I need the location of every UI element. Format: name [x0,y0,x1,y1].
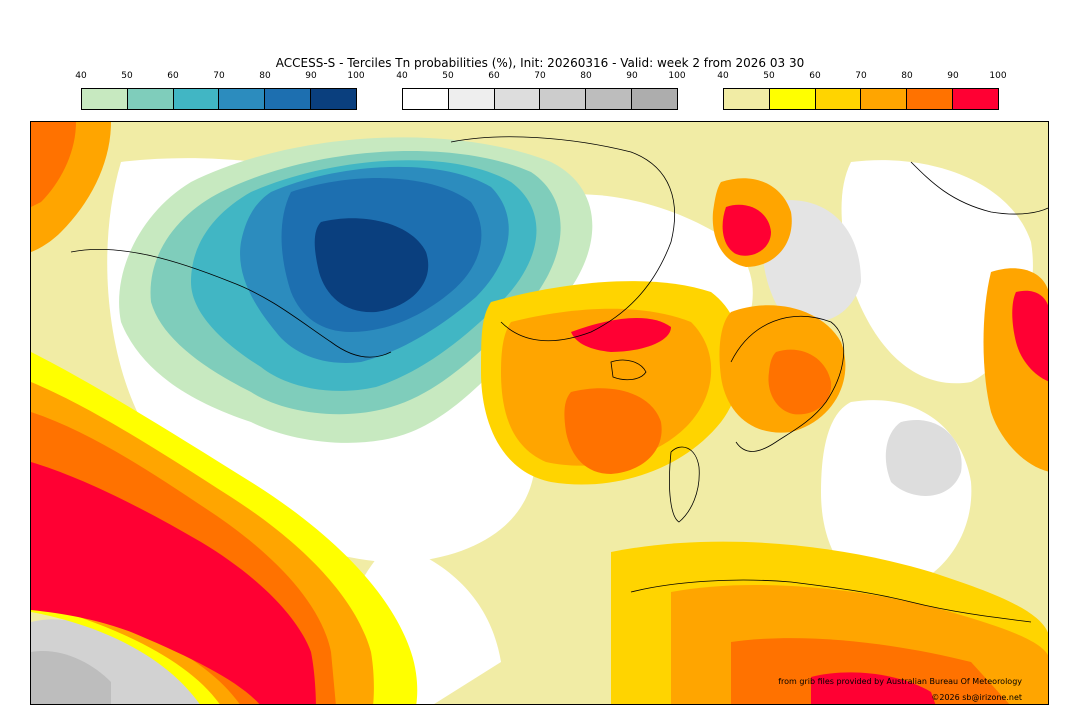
colorbar-swatch [539,89,586,109]
colorbar-tick: 40 [75,71,87,81]
colorbar-tick: 50 [442,71,454,81]
colorbar-swatch [814,89,861,109]
grey-zone-russia [885,420,962,496]
colorbar-swatch [126,89,173,109]
coastline-mediterranean [630,579,1032,623]
colorbar-tick: 40 [717,71,729,81]
colorbar-swatch [585,89,632,109]
colorbar-tick: 100 [989,71,1007,81]
warm-zone-med-90 [811,672,936,704]
probability-map: from grib files provided by Australian B… [30,121,1049,705]
colorbar-swatch [172,89,219,109]
coastlines [70,136,1048,623]
colorbar-tick: 70 [534,71,546,81]
colorbar-tick: 80 [580,71,592,81]
colorbar-swatch [218,89,265,109]
coastline-canada [70,249,392,358]
colorbar-swatch [860,89,907,109]
colorbar-swatch [631,89,677,109]
coastline-iceland [610,359,647,381]
colorbar-swatch [447,89,494,109]
colorbar-tick: 80 [259,71,271,81]
grey-zone-southwest-dark [31,651,111,704]
map-canvas [31,122,1048,704]
warm-zone-atlantic-80 [564,388,662,474]
warm-zone-alaska-80 [31,122,76,207]
colorbar-tick: 90 [626,71,638,81]
warm-zone-med-80 [731,638,1010,704]
colorbar-tick: 90 [947,71,959,81]
colorbar-tick: 50 [763,71,775,81]
colorbar-tick: 100 [668,71,686,81]
colorbar-swatch [403,89,448,109]
colorbar-tick: 60 [809,71,821,81]
colorbar-swatch [264,89,311,109]
source-credit: from grib files provided by Australian B… [778,677,1022,686]
colorbar-tick: 70 [213,71,225,81]
map-title: ACCESS-S - Terciles Tn probabilities (%)… [275,56,805,70]
coastline-greenland [450,136,675,342]
colorbar-tick: 70 [855,71,867,81]
colorbar-swatch [724,89,769,109]
colorbar-tick: 60 [488,71,500,81]
colorbar-near-normal-bar [402,88,678,110]
colorbar-swatch [952,89,998,109]
coastline-scandinavia [730,315,845,452]
colorbar-tick: 80 [901,71,913,81]
cool-zone-90 [314,218,429,313]
colorbar-swatch [82,89,127,109]
colorbar-tick: 60 [167,71,179,81]
coastline-britain [669,446,700,523]
colorbar-tick: 100 [347,71,365,81]
colorbar-swatch [768,89,815,109]
warm-zone-iceland-90 [571,317,671,352]
coastline-arctic-russia [910,161,1048,215]
colorbar-below-normal-bar [81,88,357,110]
warm-zone-urals-90 [1012,290,1048,382]
warm-zone-subtropical-90 [31,462,316,704]
colorbar-above-normal-bar [723,88,999,110]
colorbar-swatch [310,89,356,109]
warm-zone-svalbard-90 [722,204,771,256]
colorbar-swatch [906,89,953,109]
colorbar-tick: 50 [121,71,133,81]
colorbar-tick: 40 [396,71,408,81]
warm-zone-scandinavia-80 [768,349,832,415]
colorbar-tick: 90 [305,71,317,81]
colorbar-swatch [493,89,540,109]
copyright-credit: ©2026 sb@irizone.net [931,693,1022,702]
